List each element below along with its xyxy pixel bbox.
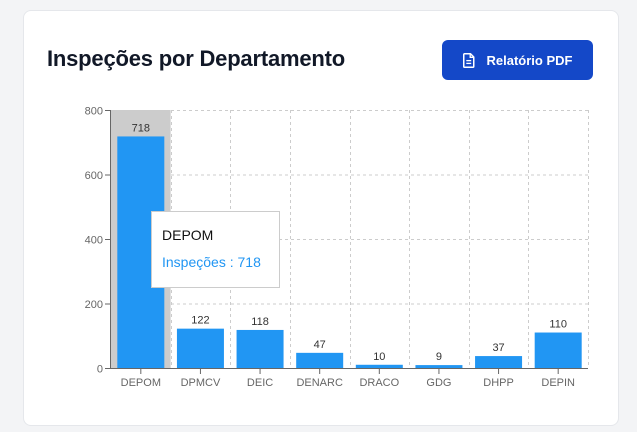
x-tick-label-deic: DEIC: [247, 377, 273, 389]
x-tick-label-dpmcv: DPMCV: [181, 377, 221, 389]
bar-gdg: [415, 365, 463, 368]
data-label-dpmcv: 122: [191, 315, 209, 327]
x-tick-label-depin: DEPIN: [541, 377, 575, 389]
bar-denarc: [296, 352, 344, 368]
data-label-depom: 718: [132, 122, 150, 134]
tooltip-category: DEPOM: [162, 227, 214, 243]
data-label-denarc: 47: [314, 339, 326, 351]
chart-tooltip: DEPOM Inspeções : 718: [151, 211, 280, 288]
y-tick-label: 400: [85, 235, 103, 247]
tooltip-separator: :: [225, 254, 238, 270]
y-tick-label: 200: [85, 299, 103, 311]
data-label-gdg: 9: [436, 351, 442, 363]
pdf-button-label: Relatório PDF: [486, 52, 573, 68]
tooltip-value-line: Inspeções : 718: [162, 253, 269, 271]
tooltip-value: 718: [237, 254, 261, 270]
x-tick-label-depom: DEPOM: [121, 377, 161, 389]
x-tick-label-draco: DRACO: [359, 377, 399, 389]
x-tick-label-gdg: GDG: [426, 377, 451, 389]
bar-depin: [534, 332, 582, 368]
data-label-dhpp: 37: [492, 342, 504, 354]
x-tick-label-dhpp: DHPP: [483, 377, 514, 389]
tooltip-series-name: Inspeções: [162, 254, 226, 270]
data-label-draco: 10: [373, 351, 385, 363]
page-title: Inspeções por Departamento: [47, 46, 345, 71]
pdf-report-button[interactable]: Relatório PDF: [442, 40, 593, 80]
bar-draco: [355, 364, 403, 368]
document-icon: [462, 52, 475, 68]
bar-deic: [236, 329, 284, 368]
x-tick-label-denarc: DENARC: [296, 377, 343, 389]
bar-dhpp: [475, 356, 523, 368]
data-label-depin: 110: [549, 319, 567, 331]
bar-dpmcv: [176, 328, 224, 368]
y-tick-label: 600: [85, 170, 103, 182]
data-label-deic: 118: [251, 316, 269, 328]
y-tick-label: 800: [85, 106, 103, 118]
y-tick-label: 0: [97, 364, 103, 376]
